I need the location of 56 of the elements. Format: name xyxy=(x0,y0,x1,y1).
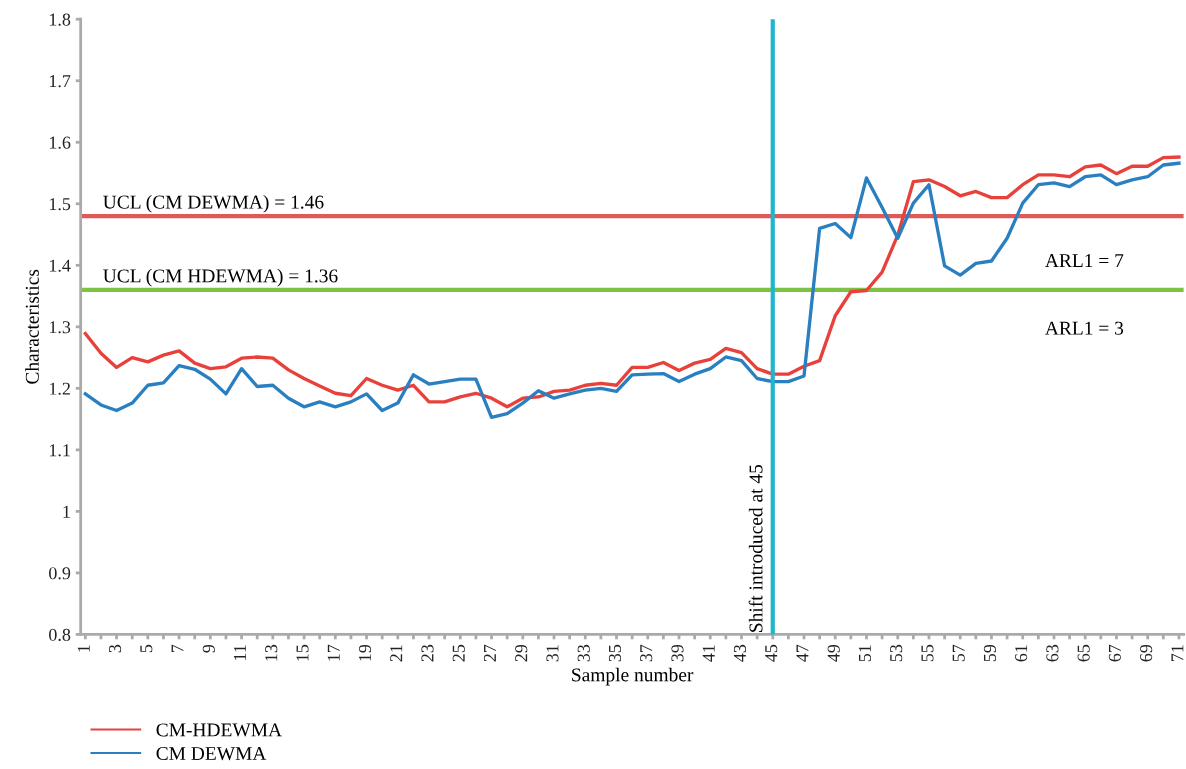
x-tick-label: 61 xyxy=(1015,645,1028,662)
x-tick-label: 21 xyxy=(390,645,403,662)
x-tick-label: 59 xyxy=(983,644,996,662)
legend-label: CM-HDEWMA xyxy=(156,723,282,737)
annotation: ARL1 = 7 xyxy=(1045,254,1124,267)
x-tick-label: 55 xyxy=(921,644,934,662)
x-tick-label: 51 xyxy=(858,645,871,662)
annotation: UCL (CM DEWMA) = 1.46 xyxy=(103,194,324,213)
legend-label: CM DEWMA xyxy=(156,746,267,761)
x-tick-label: 39 xyxy=(671,644,684,662)
x-axis-title: Sample number xyxy=(572,667,694,686)
x-tick-label: 67 xyxy=(1108,644,1121,662)
x-tick-label: 65 xyxy=(1077,644,1090,662)
x-tick-label: 63 xyxy=(1046,644,1059,662)
annotation: ARL1 = 3 xyxy=(1045,321,1124,335)
y-tick-label: 1.1 xyxy=(49,444,70,457)
x-tick-label: 31 xyxy=(546,645,559,662)
x-tick-label: 49 xyxy=(827,644,840,662)
x-tick-label: 11 xyxy=(233,645,246,660)
ref-line-label: Shift introduced at 45 xyxy=(748,464,763,632)
x-tick-label: 23 xyxy=(421,644,434,662)
x-tick-label: 29 xyxy=(515,644,528,662)
y-tick-label: 1.7 xyxy=(49,75,71,88)
y-tick-label: 1.8 xyxy=(49,13,71,26)
x-tick-label: 15 xyxy=(296,644,309,661)
x-tick-label: 71 xyxy=(1171,645,1184,662)
x-tick-label: 27 xyxy=(483,644,496,662)
x-tick-label: 3 xyxy=(108,644,122,653)
x-tick-label: 45 xyxy=(765,644,778,662)
x-tick-label: 47 xyxy=(796,644,809,662)
y-tick-label: 1.4 xyxy=(49,259,71,272)
x-tick-label: 41 xyxy=(702,645,715,662)
x-tick-label: 5 xyxy=(140,644,153,653)
y-tick-label: 1 xyxy=(63,505,70,518)
x-tick-label: 69 xyxy=(1140,644,1153,662)
x-tick-label: 35 xyxy=(608,644,622,662)
y-tick-label: 1.6 xyxy=(49,136,71,149)
x-tick-label: 37 xyxy=(640,644,653,662)
x-tick-label: 7 xyxy=(171,644,184,652)
x-tick-label: 25 xyxy=(452,644,465,662)
y-tick-label: 1.2 xyxy=(49,382,70,395)
y-tick-label: 1.3 xyxy=(49,321,71,334)
x-tick-label: 57 xyxy=(952,644,965,662)
y-tick-label: 0.9 xyxy=(49,567,71,580)
x-tick-label: 17 xyxy=(327,644,340,661)
x-tick-label: 9 xyxy=(202,644,215,653)
x-tick-label: 43 xyxy=(733,644,747,662)
x-tick-label: 19 xyxy=(358,644,372,661)
x-tick-label: 13 xyxy=(265,644,278,661)
annotation: UCL (CM HDEWMA) = 1.36 xyxy=(103,268,338,287)
y-tick-label: 1.5 xyxy=(49,198,71,211)
y-tick-label: 0.8 xyxy=(49,628,71,641)
x-tick-label: 53 xyxy=(890,644,903,662)
y-axis-title: Characteristics xyxy=(25,269,39,384)
x-tick-label: 1 xyxy=(77,645,90,652)
x-tick-label: 33 xyxy=(577,644,590,662)
